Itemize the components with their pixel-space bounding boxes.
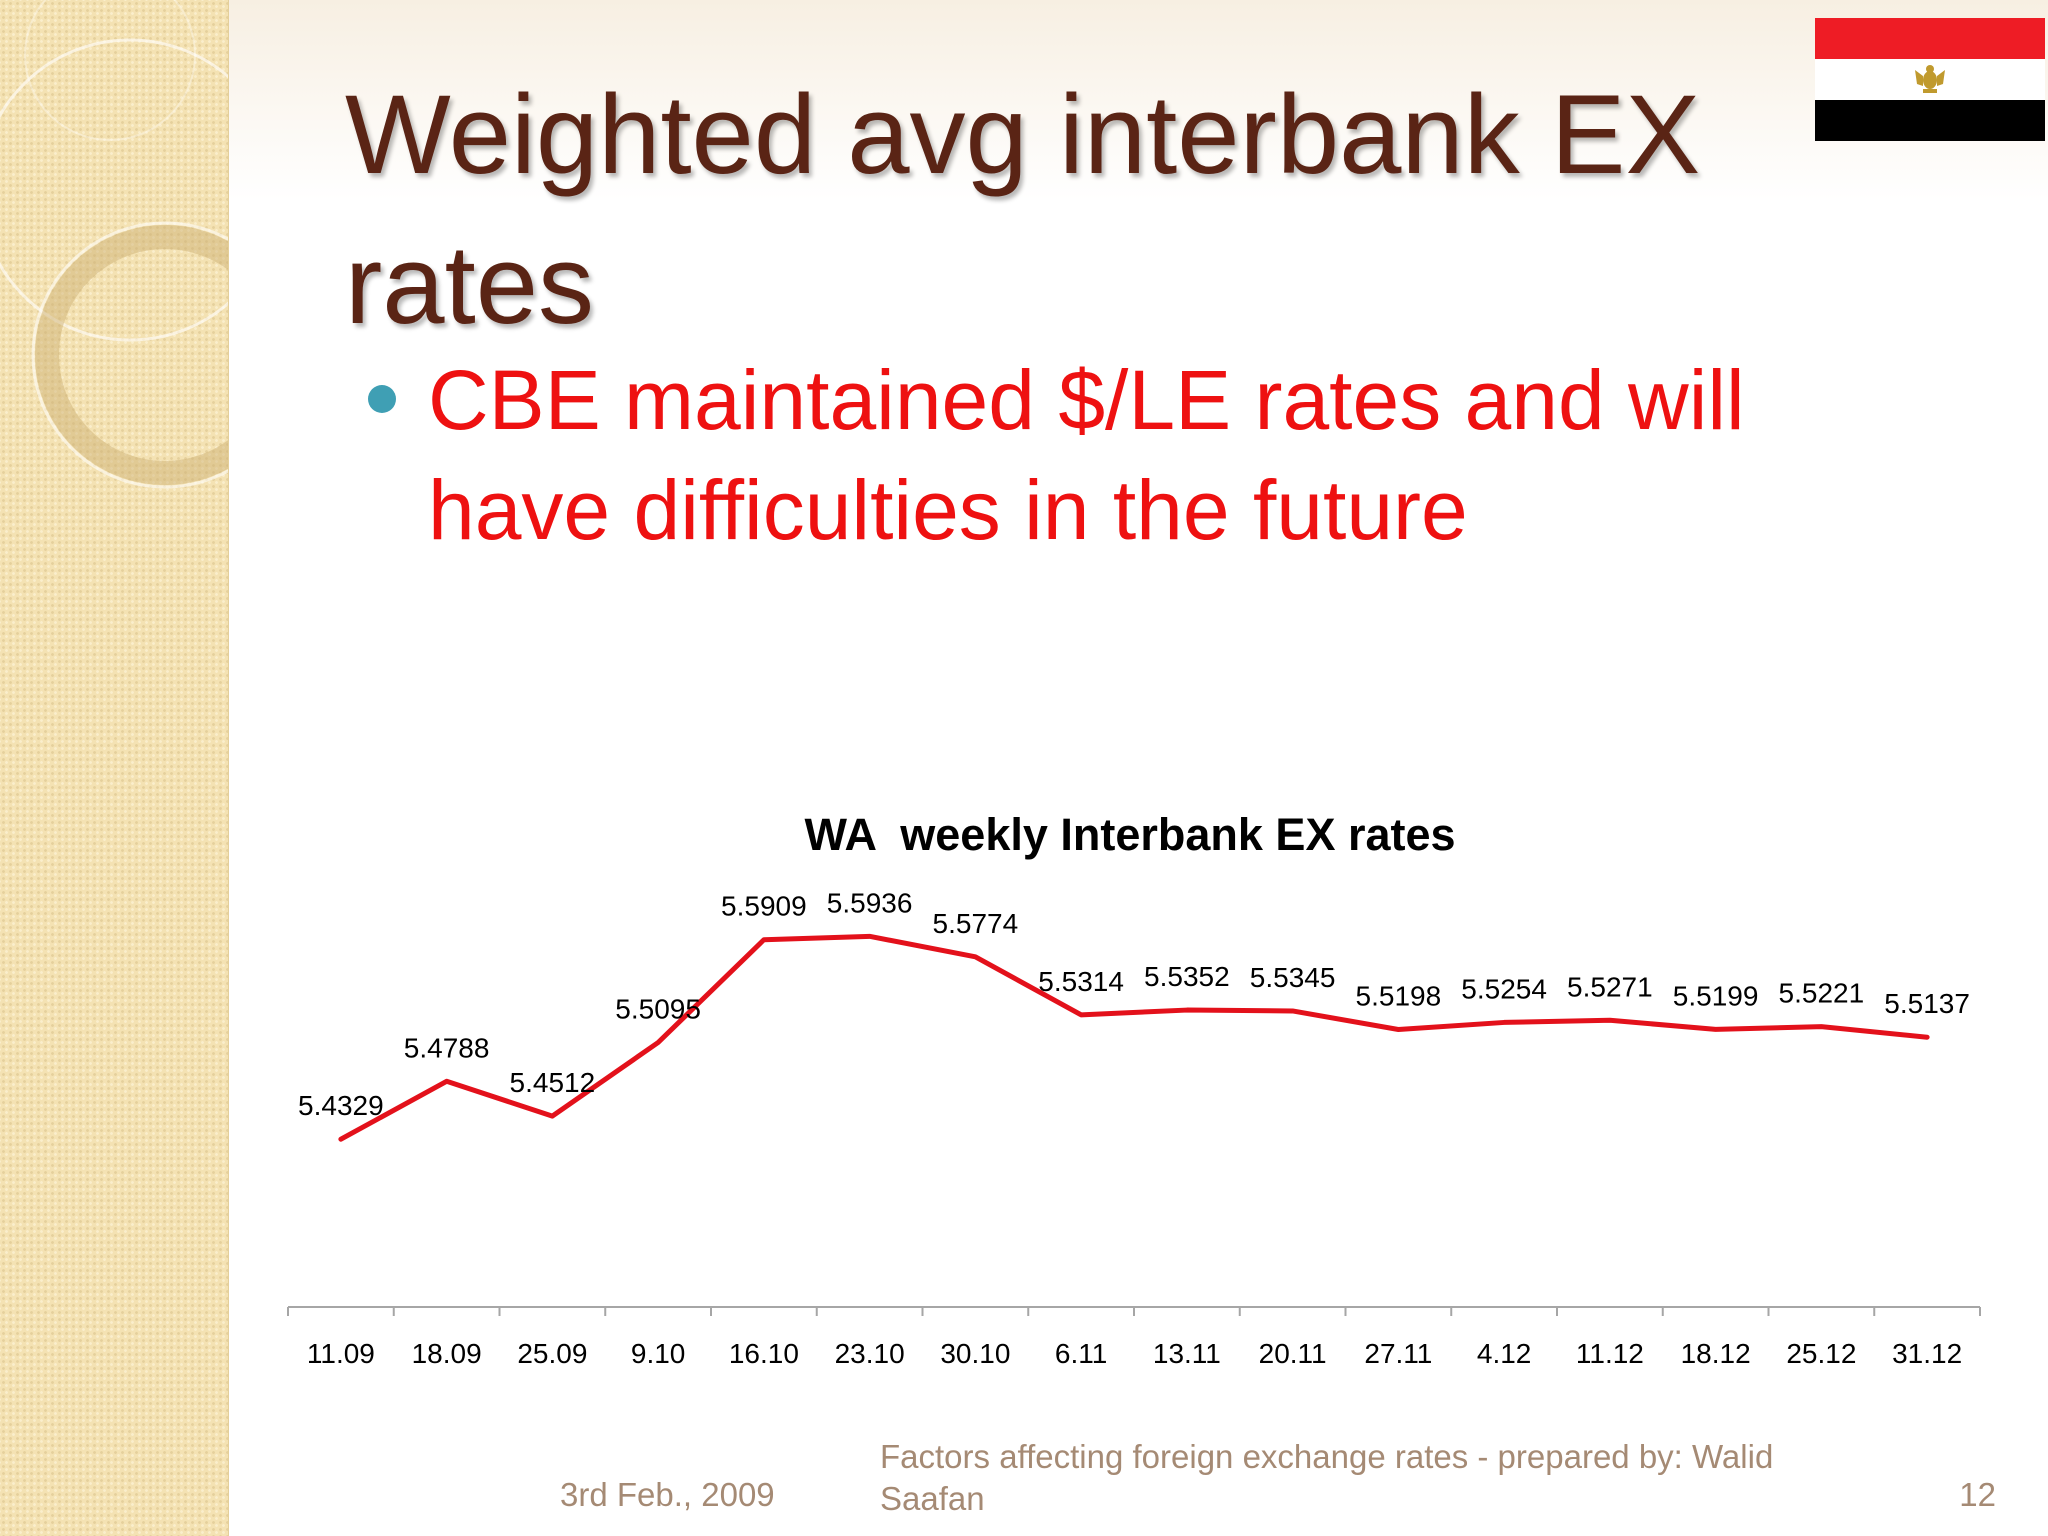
data-label: 5.5198 bbox=[1356, 981, 1442, 1012]
data-label: 5.5352 bbox=[1144, 961, 1230, 992]
data-label: 5.5271 bbox=[1567, 971, 1653, 1002]
x-tick-label: 30.10 bbox=[940, 1338, 1010, 1369]
line-chart: WA weekly Interbank EX rates 11.09 18.09 2… bbox=[287, 809, 1981, 1369]
x-tick-label: 25.09 bbox=[517, 1338, 587, 1369]
data-label: 5.5909 bbox=[721, 891, 807, 922]
x-tick-label: 18.12 bbox=[1681, 1338, 1751, 1369]
x-tick-label: 13.11 bbox=[1153, 1338, 1221, 1369]
data-label: 5.5254 bbox=[1461, 973, 1547, 1004]
x-tick-label: 9.10 bbox=[631, 1338, 686, 1369]
bullet-list: CBE maintained $/LE rates and will have … bbox=[360, 345, 1920, 565]
series-line bbox=[338, 933, 1930, 1142]
data-label: 5.4329 bbox=[298, 1090, 384, 1121]
bullet-text: CBE maintained $/LE rates and will have … bbox=[428, 353, 1745, 557]
data-label: 5.5314 bbox=[1038, 966, 1124, 997]
data-label: 5.5199 bbox=[1673, 980, 1759, 1011]
x-axis-labels: 11.09 18.09 25.09 9.10 16.10 23.10 30.10 6.11 13… bbox=[307, 1338, 1962, 1369]
data-label: 5.4512 bbox=[510, 1067, 596, 1098]
footer-text: Factors affecting foreign exchange rates… bbox=[880, 1438, 1774, 1517]
bullet-dot-icon bbox=[368, 385, 396, 413]
eagle-icon bbox=[1915, 65, 1945, 93]
decorative-sidebar bbox=[0, 0, 229, 1536]
x-tick-label: 20.11 bbox=[1259, 1338, 1327, 1369]
bullet-item: CBE maintained $/LE rates and will have … bbox=[360, 345, 1920, 565]
data-label: 5.5345 bbox=[1250, 962, 1336, 993]
x-tick-label: 16.10 bbox=[729, 1338, 799, 1369]
chart-title: WA weekly Interbank EX rates bbox=[804, 809, 1455, 860]
x-tick-label: 6.11 bbox=[1055, 1338, 1107, 1369]
header-shade bbox=[229, 0, 2048, 200]
page-number: 12 bbox=[1959, 1476, 1996, 1513]
x-tick-label: 4.12 bbox=[1477, 1338, 1532, 1369]
x-tick-label: 27.11 bbox=[1364, 1338, 1432, 1369]
data-label: 5.5095 bbox=[615, 994, 701, 1025]
data-label: 5.5221 bbox=[1779, 978, 1865, 1009]
data-labels: 5.4329 5.4788 5.4512 5.5095 5.5909 5.5936 5.57… bbox=[298, 887, 1970, 1121]
x-tick-label: 23.10 bbox=[835, 1338, 905, 1369]
footer-date: 3rd Feb., 2009 bbox=[560, 1476, 775, 1513]
x-axis-ticks bbox=[287, 1307, 1981, 1316]
x-tick-label: 25.12 bbox=[1786, 1338, 1856, 1369]
data-label: 5.4788 bbox=[404, 1032, 490, 1063]
data-label: 5.5936 bbox=[827, 887, 913, 918]
x-tick-label: 11.09 bbox=[307, 1338, 375, 1369]
data-label: 5.5774 bbox=[933, 908, 1019, 939]
slide-title: Weighted avg interbank EX rates bbox=[345, 72, 1701, 347]
data-label: 5.5137 bbox=[1884, 988, 1970, 1019]
x-tick-label: 18.09 bbox=[412, 1338, 482, 1369]
egypt-flag-icon bbox=[1815, 18, 2045, 141]
x-tick-label: 11.12 bbox=[1576, 1338, 1644, 1369]
x-tick-label: 31.12 bbox=[1892, 1338, 1962, 1369]
sidebar-rings bbox=[0, 0, 228, 489]
